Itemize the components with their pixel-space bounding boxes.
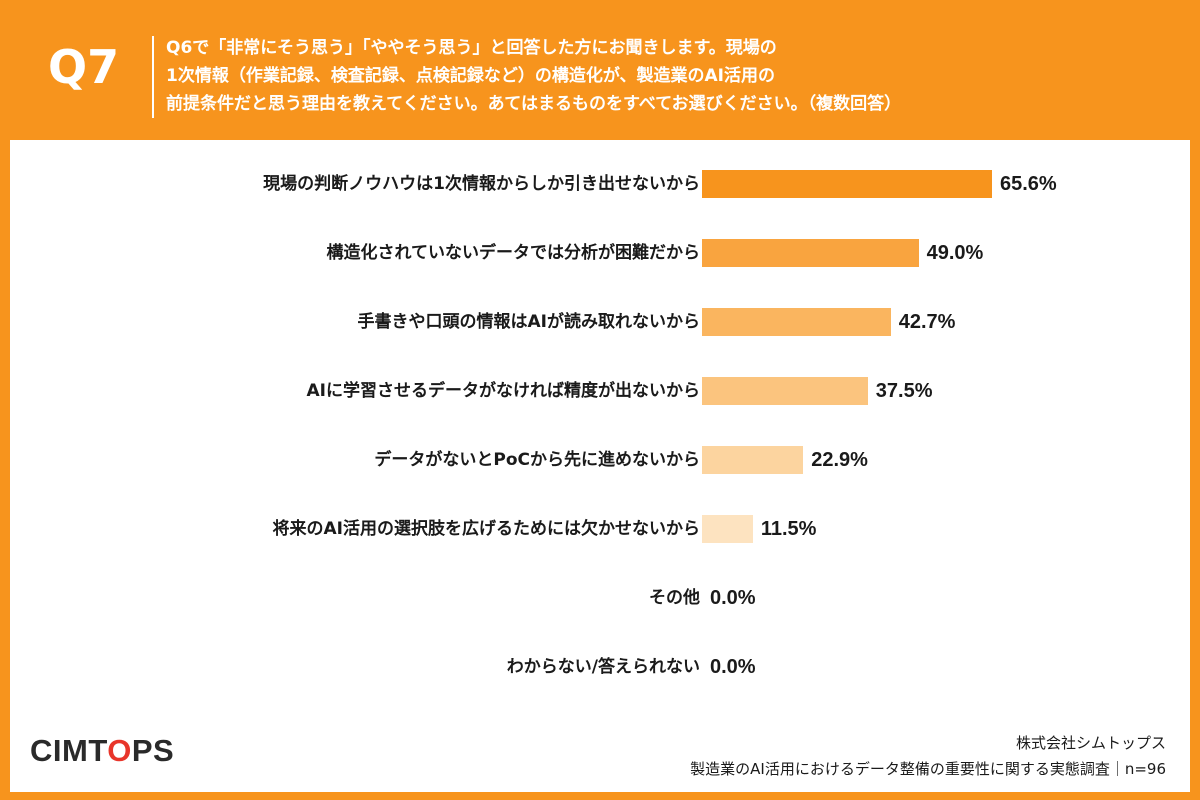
bar <box>702 170 992 198</box>
chart-row: 将来のAI活用の選択肢を広げるためには欠かせないから 11.5% <box>10 507 1190 551</box>
value-label: 0.0% <box>710 587 756 609</box>
header-divider <box>152 36 154 118</box>
chart-row: 手書きや口頭の情報はAIが読み取れないから 42.7% <box>10 300 1190 344</box>
category-label: その他 <box>649 588 700 608</box>
category-label: AIに学習させるデータがなければ精度が出ないから <box>306 381 700 401</box>
value-label: 42.7% <box>898 311 956 333</box>
category-label: 構造化されていないデータでは分析が困難だから <box>326 243 701 263</box>
chart-row: AIに学習させるデータがなければ精度が出ないから 37.5% <box>10 369 1190 413</box>
value-label: 0.0% <box>710 656 756 678</box>
category-label: データがないとPoCから先に進めないから <box>374 450 700 470</box>
category-label: 手書きや口頭の情報はAIが読み取れないから <box>357 312 700 332</box>
value-label: 37.5% <box>875 380 933 402</box>
value-label: 65.6% <box>1000 173 1057 195</box>
value-label: 11.5% <box>760 518 817 540</box>
footer-survey: 製造業のAI活用におけるデータ整備の重要性に関する実態調査｜n=96 <box>690 760 1166 778</box>
question-line: Q6で「非常にそう思う」「ややそう思う」と回答した方にお聞きします。現場の <box>166 38 777 58</box>
footer: 株式会社シムトップス 製造業のAI活用におけるデータ整備の重要性に関する実態調査… <box>690 730 1166 782</box>
category-label: 将来のAI活用の選択肢を広げるためには欠かせないから <box>272 519 700 539</box>
bar <box>702 515 753 543</box>
bar <box>702 239 919 267</box>
question-number: Q7 <box>48 40 120 94</box>
chart-row: 構造化されていないデータでは分析が困難だから 49.0% <box>10 231 1190 275</box>
value-label: 22.9% <box>811 449 868 471</box>
chart-row: データがないとPoCから先に進めないから 22.9% <box>10 438 1190 482</box>
logo-text-end: PS <box>131 733 175 768</box>
cimtops-logo: CIMTOPS <box>30 733 174 769</box>
logo-text-o: O <box>107 733 132 768</box>
question-line: 1次情報（作業記録、検査記録、点検記録など）の構造化が、製造業のAI活用の <box>166 66 775 86</box>
header: Q7 Q6で「非常にそう思う」「ややそう思う」と回答した方にお聞きします。現場の… <box>0 0 1200 140</box>
chart-row: わからない/答えられない 0.0% <box>10 645 1190 689</box>
question-text: Q6で「非常にそう思う」「ややそう思う」と回答した方にお聞きします。現場の 1次… <box>166 34 1176 118</box>
chart-panel: 現場の判断ノウハウは1次情報からしか引き出せないから 65.6% 構造化されていない… <box>10 140 1190 792</box>
chart-row: 現場の判断ノウハウは1次情報からしか引き出せないから 65.6% <box>10 162 1190 206</box>
logo-text-start: CIMT <box>30 733 108 768</box>
footer-company: 株式会社シムトップス <box>1015 734 1166 752</box>
value-label: 49.0% <box>926 242 984 264</box>
chart-row: その他 0.0% <box>10 576 1190 620</box>
bar <box>702 308 891 336</box>
category-label: 現場の判断ノウハウは1次情報からしか引き出せないから <box>263 174 700 194</box>
bar <box>702 377 868 405</box>
category-label: わからない/答えられない <box>506 657 700 677</box>
question-line: 前提条件だと思う理由を教えてください。あてはまるものをすべてお選びください。（複… <box>166 94 902 114</box>
bar <box>702 446 804 474</box>
